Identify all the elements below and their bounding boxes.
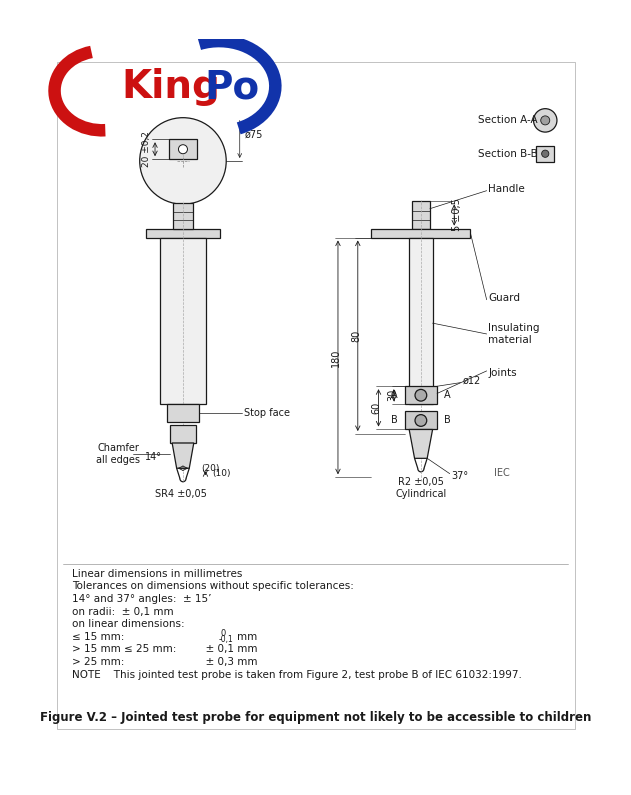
Circle shape — [139, 118, 227, 204]
Bar — [404, 412, 437, 429]
Text: ≤ 15 mm:: ≤ 15 mm: — [72, 632, 124, 642]
Text: Joints: Joints — [488, 368, 517, 378]
Circle shape — [534, 109, 557, 132]
Text: B: B — [391, 416, 398, 425]
Text: Linear dimensions in millimetres: Linear dimensions in millimetres — [72, 568, 242, 579]
Text: SR4 ±0,05: SR4 ±0,05 — [155, 490, 207, 499]
Text: Section B-B: Section B-B — [478, 149, 538, 159]
Text: on linear dimensions:: on linear dimensions: — [72, 619, 185, 629]
Text: A: A — [391, 390, 398, 400]
Circle shape — [541, 150, 549, 157]
Text: Insulating
material: Insulating material — [488, 323, 540, 345]
Bar — [170, 425, 196, 443]
Text: ø75: ø75 — [244, 130, 262, 140]
Text: King: King — [122, 68, 221, 106]
Text: 20 ±0,2: 20 ±0,2 — [141, 131, 151, 167]
Text: Chamfer
all edges: Chamfer all edges — [96, 443, 140, 464]
Text: NOTE    This jointed test probe is taken from Figure 2, test probe B of IEC 6103: NOTE This jointed test probe is taken fr… — [72, 669, 522, 680]
Bar — [160, 238, 206, 405]
Bar — [536, 145, 554, 162]
Text: ø12: ø12 — [463, 376, 481, 386]
Text: 30: 30 — [387, 389, 397, 401]
Polygon shape — [409, 429, 433, 459]
Text: -0,1: -0,1 — [219, 635, 233, 645]
Text: A: A — [444, 390, 451, 400]
Text: IEC: IEC — [494, 467, 510, 478]
Bar — [404, 386, 437, 405]
Text: 37°: 37° — [452, 471, 469, 481]
Text: Stop face: Stop face — [244, 409, 290, 418]
Text: Guard: Guard — [488, 293, 521, 303]
Text: Section A-A: Section A-A — [478, 115, 537, 126]
Text: mm: mm — [237, 632, 257, 642]
Text: Figure V.2 – Jointed test probe for equipment not likely to be accessible to chi: Figure V.2 – Jointed test probe for equi… — [40, 712, 591, 724]
Text: 80: 80 — [351, 330, 361, 342]
Bar — [146, 228, 220, 238]
Text: on radii:  ± 0,1 mm: on radii: ± 0,1 mm — [72, 607, 174, 617]
Circle shape — [179, 145, 187, 153]
Text: 14° and 37° angles:  ± 15’: 14° and 37° angles: ± 15’ — [72, 594, 211, 604]
Text: 14°: 14° — [144, 452, 162, 462]
Circle shape — [541, 116, 550, 125]
Circle shape — [415, 415, 427, 426]
Bar — [371, 228, 471, 238]
Bar — [167, 405, 199, 422]
Bar — [168, 139, 198, 159]
Circle shape — [415, 390, 427, 401]
Bar — [409, 238, 433, 405]
Bar — [173, 204, 193, 228]
Text: R2 ±0,05
Cylindrical: R2 ±0,05 Cylindrical — [395, 477, 447, 499]
Text: 60: 60 — [372, 401, 382, 414]
Text: (10): (10) — [213, 469, 231, 478]
Polygon shape — [172, 443, 194, 468]
Text: 5 ±0,5: 5 ±0,5 — [452, 199, 462, 231]
Text: > 15 mm ≤ 25 mm:         ± 0,1 mm: > 15 mm ≤ 25 mm: ± 0,1 mm — [72, 645, 257, 654]
Text: (20): (20) — [201, 463, 220, 473]
Text: Tolerances on dimensions without specific tolerances:: Tolerances on dimensions without specifi… — [72, 581, 354, 591]
Text: B: B — [444, 416, 451, 425]
Bar — [412, 201, 430, 228]
Text: > 25 mm:                         ± 0,3 mm: > 25 mm: ± 0,3 mm — [72, 657, 257, 667]
Text: Po: Po — [204, 68, 260, 106]
Text: 180: 180 — [331, 348, 341, 366]
Text: 0: 0 — [221, 629, 226, 638]
Text: Handle: Handle — [488, 184, 525, 194]
